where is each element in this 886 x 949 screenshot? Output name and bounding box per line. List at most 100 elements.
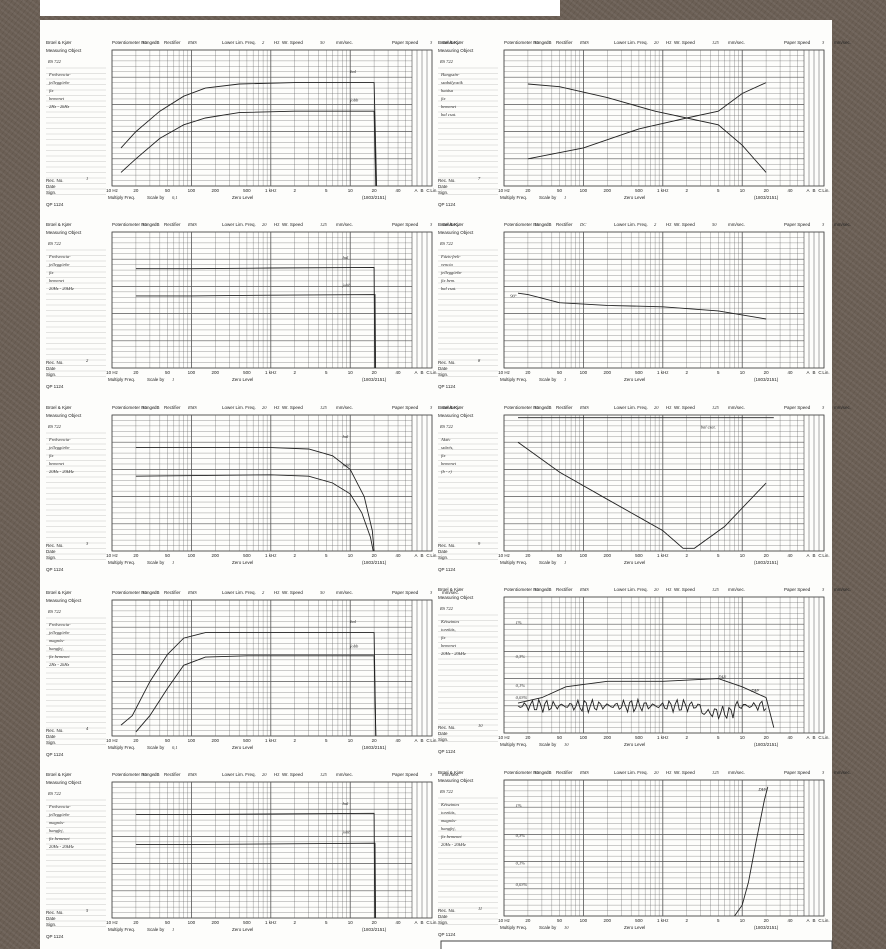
note-line: bemenet xyxy=(49,461,65,466)
freq-label: 500 xyxy=(635,553,643,558)
freq-label: B xyxy=(812,188,815,193)
header-label: Hz xyxy=(274,590,280,595)
freq-label: 20 xyxy=(764,370,770,375)
scale-value: 1 xyxy=(172,560,174,565)
freq-label: 50 xyxy=(165,738,171,743)
date-label: Date xyxy=(46,366,56,371)
freq-label: A xyxy=(806,735,809,740)
rec-no-label: Rec. No. xyxy=(438,908,456,913)
header-label: Potentiometer Range xyxy=(504,40,547,45)
freq-label: B xyxy=(812,735,815,740)
freq-label: Lin. xyxy=(822,735,829,740)
header-label: dB xyxy=(154,40,160,45)
header-value: RMS xyxy=(187,222,197,227)
panel-number: 8 xyxy=(478,358,481,363)
date-label: Date xyxy=(438,914,448,919)
note-line: Frekvencia- xyxy=(48,254,71,259)
curve xyxy=(135,294,377,369)
multiply-label: Multiply Freq. xyxy=(108,745,135,750)
freq-label: 50 xyxy=(557,188,563,193)
freq-label: 2 xyxy=(293,188,296,193)
curve-label: jobb xyxy=(342,282,352,287)
panel-number: 5 xyxy=(86,908,89,913)
curve-label: DH² xyxy=(717,675,726,680)
note-line: magnós- xyxy=(49,820,65,825)
curve-label: 1% xyxy=(516,803,522,808)
freq-label: 2 xyxy=(293,920,296,925)
freq-label: 2 xyxy=(685,918,688,923)
header-label: mm/sec. xyxy=(336,40,353,45)
header-label: mm/sec. xyxy=(728,770,745,775)
freq-label: Lin. xyxy=(430,553,437,558)
freq-label: 20 xyxy=(133,188,139,193)
freq-label: 100 xyxy=(580,735,588,740)
header-label: Lower Lim. Freq. xyxy=(614,770,648,775)
header-value: 50 xyxy=(534,770,539,775)
scale-value: 1 xyxy=(564,377,566,382)
curve-label: 0,1% xyxy=(516,683,526,689)
freq-label: 2 xyxy=(685,370,688,375)
brand: Brüel & Kjær xyxy=(438,222,464,227)
freq-label: 10 Hz xyxy=(498,735,511,740)
freq-label: 10 Hz xyxy=(498,918,511,923)
freq-label: 1 kHz xyxy=(657,553,669,558)
multiply-label: Multiply Freq. xyxy=(500,195,527,200)
freq-label: 40 xyxy=(788,553,794,558)
rec-no-label: Rec. No. xyxy=(438,360,456,365)
measuring-object: RS 722 xyxy=(439,424,454,429)
rec-no-label: Rec. No. xyxy=(46,543,64,548)
note-line: fix bemenet xyxy=(49,654,70,659)
freq-label: 10 xyxy=(348,553,354,558)
header-label: mm/sec. xyxy=(442,772,459,777)
measuring-object-label: Measuring Object xyxy=(46,48,82,53)
freq-label: 200 xyxy=(212,370,220,375)
sign-label: Sign. xyxy=(46,922,56,927)
header-label: Paper Speed xyxy=(784,587,811,592)
freq-label: 200 xyxy=(212,188,220,193)
freq-label: 1 kHz xyxy=(657,370,669,375)
freq-label: 50 xyxy=(557,370,563,375)
freq-label: 20 xyxy=(133,920,139,925)
header-value: 3 xyxy=(822,587,825,592)
header-label: Hz xyxy=(666,405,672,410)
header-label: Wr. Speed xyxy=(282,590,303,595)
freq-label: C xyxy=(818,735,822,740)
chart-no: (1803/2151) xyxy=(362,560,387,565)
freq-label: A xyxy=(414,188,417,193)
chart-no: (1803/2151) xyxy=(754,925,779,930)
header-value: 50 xyxy=(142,222,147,227)
note-line: Frekvencia- xyxy=(48,437,71,442)
note-line: jelleggörbe xyxy=(48,80,70,85)
curve-label: 1% xyxy=(516,620,522,625)
measuring-object-label: Measuring Object xyxy=(438,230,474,235)
scale-value: 0,1 xyxy=(172,745,178,751)
header-label: Potentiometer Range xyxy=(112,222,155,227)
curve-label: bal xyxy=(343,434,350,439)
brand: Brüel & Kjær xyxy=(438,587,464,592)
header-label: Lower Lim. Freq. xyxy=(614,222,648,227)
note-line: bal csat. xyxy=(441,286,456,291)
freq-label: 50 xyxy=(165,920,171,925)
header-value: 50 xyxy=(142,772,147,777)
note-line: szabályozók xyxy=(441,80,464,85)
curve xyxy=(120,82,378,187)
freq-label: 40 xyxy=(396,553,402,558)
scale-value: 1 xyxy=(172,377,174,382)
zero-level-label: Zero Level xyxy=(624,742,645,747)
header-label: Paper Speed xyxy=(392,405,419,410)
chart-no: (1803/2151) xyxy=(754,560,779,565)
scale-label: Scale by xyxy=(539,925,557,930)
freq-label: 20 xyxy=(764,735,770,740)
header-label: Lower Lim. Freq. xyxy=(222,405,256,410)
note-line: 20Hz - 20kHz xyxy=(441,651,466,656)
note-line: hatása xyxy=(441,88,454,93)
zero-level-label: Zero Level xyxy=(232,927,253,932)
freq-label: 5 xyxy=(325,188,328,193)
freq-label: Lin. xyxy=(430,188,437,193)
header-value: 2 xyxy=(262,40,265,45)
freq-label: 5 xyxy=(717,918,720,923)
header-value: RMS xyxy=(187,590,197,595)
curve-label: DH³ xyxy=(750,688,759,693)
